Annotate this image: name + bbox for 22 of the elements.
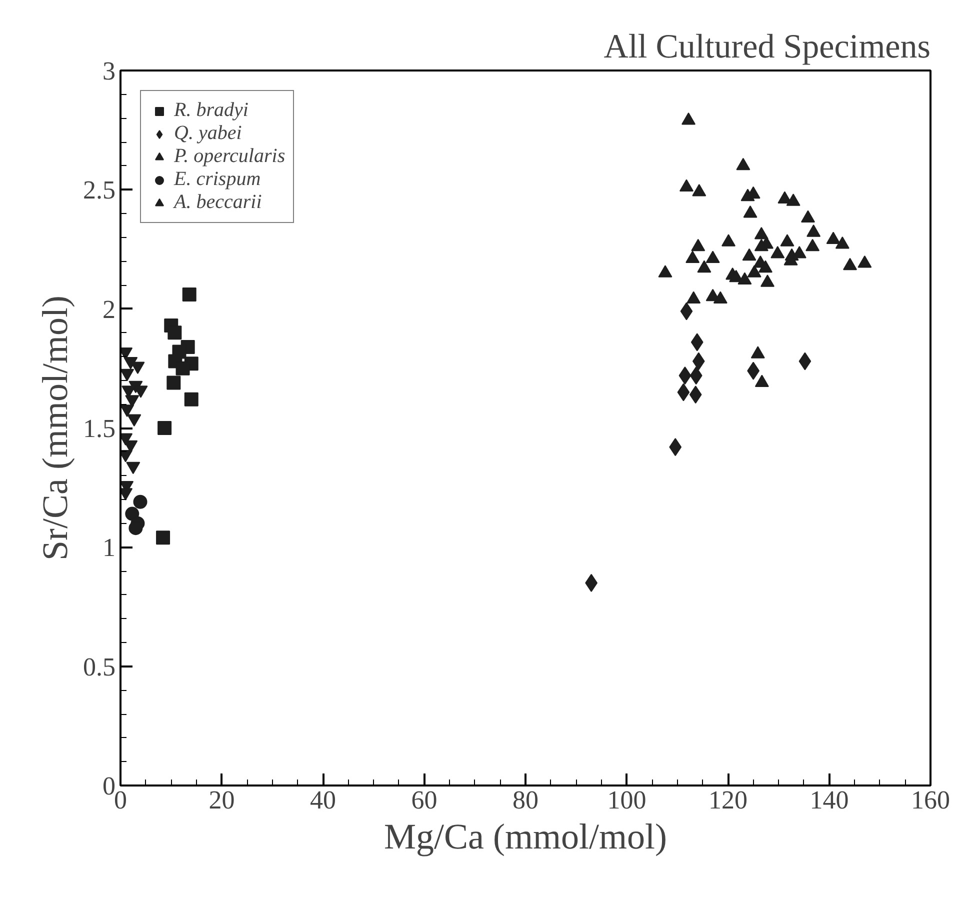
x-tick-label: 60 — [411, 786, 438, 814]
y-tick-label: 2 — [102, 294, 116, 324]
x-tick-label: 100 — [607, 786, 646, 814]
y-tick-label: 1.5 — [83, 414, 116, 443]
x-tick-label: 120 — [708, 786, 748, 814]
y-tick-label: 1 — [102, 533, 116, 562]
y-tick-label: 0.5 — [83, 652, 116, 682]
legend-label: E. crispum — [174, 168, 261, 191]
legend-label: R. bradyi — [174, 99, 248, 122]
legend-label: Q. yabei — [174, 122, 242, 145]
y-axis-title: Sr/Ca (mmol/mol) — [35, 295, 75, 560]
x-tick-label: 40 — [310, 786, 336, 814]
y-tick-label: 2.5 — [83, 176, 116, 205]
legend-label: P. opercularis — [174, 145, 286, 168]
y-tick-label: 3 — [102, 56, 116, 86]
x-tick-label: 80 — [512, 786, 538, 814]
legend-label: A. beccarii — [174, 191, 262, 214]
x-axis-title: Mg/Ca (mmol/mol) — [384, 816, 668, 856]
x-tick-label: 20 — [208, 786, 235, 814]
x-tick-label: 140 — [810, 786, 849, 814]
chart-title: All Cultured Specimens — [604, 28, 931, 66]
x-tick-label: 160 — [911, 786, 950, 814]
